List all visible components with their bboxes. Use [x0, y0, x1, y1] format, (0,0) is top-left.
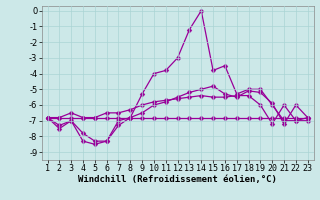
- X-axis label: Windchill (Refroidissement éolien,°C): Windchill (Refroidissement éolien,°C): [78, 175, 277, 184]
